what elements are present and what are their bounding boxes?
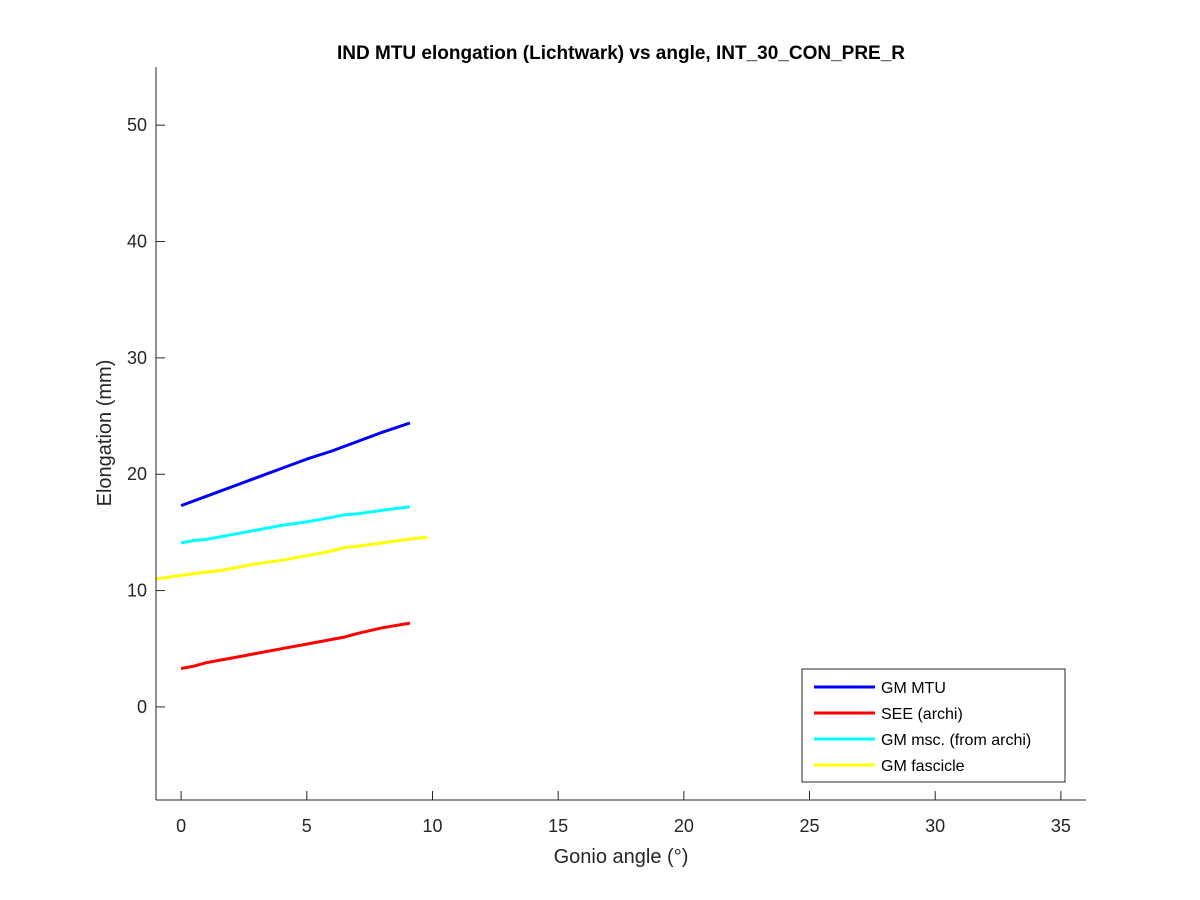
chart-title: IND MTU elongation (Lichtwark) vs angle,… (337, 43, 905, 64)
legend-label-2: GM msc. (from archi) (881, 732, 1031, 749)
x-tick-label: 5 (302, 816, 312, 836)
series-line-1 (180, 621, 411, 670)
series-line-3 (156, 535, 428, 581)
x-tick-label: 25 (799, 816, 819, 836)
y-tick-label: 10 (127, 581, 147, 601)
legend-label-1: SEE (archi) (881, 706, 963, 723)
x-axis-title: Gonio angle (°) (554, 846, 689, 868)
x-tick-label: 15 (548, 816, 568, 836)
plot-area (156, 421, 428, 670)
x-tick-label: 10 (422, 816, 442, 836)
x-tick-label: 35 (1051, 816, 1071, 836)
legend: GM MTU SEE (archi) GM msc. (from archi) GM … (801, 668, 1066, 783)
y-tick-label: 30 (127, 348, 147, 368)
y-tick-label: 0 (137, 697, 147, 717)
y-axis-title: Elongation (mm) (94, 360, 116, 507)
series-line-2 (180, 505, 411, 545)
x-tick-label: 30 (925, 816, 945, 836)
y-tick-label: 50 (127, 115, 147, 135)
axes: 0 5 10 15 20 25 30 35 0 10 20 30 40 50 (127, 67, 1086, 836)
x-tick-label: 0 (176, 816, 186, 836)
legend-label-0: GM MTU (881, 680, 946, 697)
legend-label-3: GM fascicle (881, 758, 965, 775)
y-tick-label: 20 (127, 464, 147, 484)
x-tick-label: 20 (674, 816, 694, 836)
series-line-0 (180, 421, 411, 508)
y-tick-label: 40 (127, 232, 147, 252)
